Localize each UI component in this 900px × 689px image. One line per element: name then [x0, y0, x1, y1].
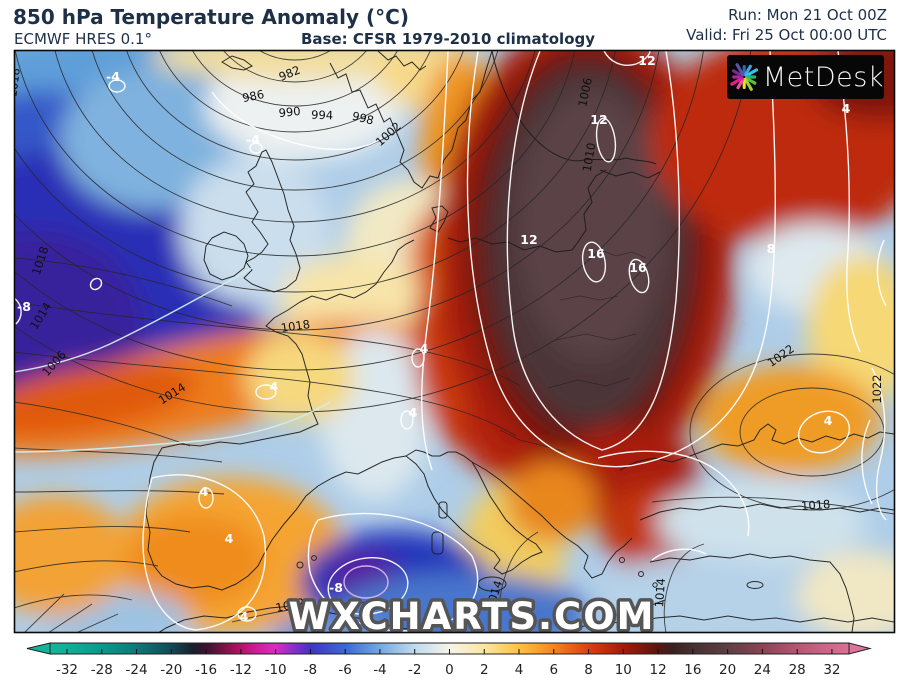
- pinwheel-ray: [743, 77, 753, 91]
- pressure-label: 990: [278, 104, 301, 120]
- anomaly-label: 16: [587, 246, 605, 261]
- colorbar-tick-label: 10: [615, 662, 632, 678]
- run-time-label: Run: Mon 21 Oct 00Z: [728, 6, 887, 24]
- colorbar-ticks: [66, 649, 833, 654]
- colorbar-tick-label: 4: [515, 662, 524, 678]
- colorbar-tick-label: 32: [823, 662, 840, 678]
- pressure-label: 994: [311, 108, 333, 123]
- colorbar-tick-label: -32: [56, 662, 78, 678]
- colorbar-tick-label: 20: [719, 662, 736, 678]
- pressure-label: 1018: [5, 67, 22, 98]
- colorbar-tick-label: -16: [195, 662, 217, 678]
- anomaly-label: 4: [240, 609, 249, 624]
- anomaly-label: 4: [200, 484, 209, 499]
- page-title: 850 hPa Temperature Anomaly (°C): [13, 5, 409, 29]
- colorbar-tick-label: -24: [126, 662, 148, 678]
- colorbar-right-arrow: [848, 642, 872, 655]
- pressure-label: 986: [241, 87, 265, 105]
- valid-time-label: Valid: Fri 25 Oct 00:00 UTC: [686, 26, 887, 44]
- pinwheel-ray: [730, 76, 744, 86]
- anomaly-label: -4: [106, 69, 120, 84]
- pressure-label: 1022: [274, 595, 306, 615]
- anomaly-label: 12: [520, 232, 537, 247]
- colorbar-tick-label: 2: [480, 662, 489, 678]
- pinwheel-ray: [744, 68, 759, 78]
- colorbar-tick-label: 28: [789, 662, 806, 678]
- colorbar-tick-label: -20: [160, 662, 182, 678]
- colorbar-tick-label: 6: [549, 662, 558, 678]
- colorbar-tick-label: 24: [754, 662, 771, 678]
- colorbar: -32 -28 -24 -20 -16 -12 -10 -8 -6 -4 -2 0 2 4 6 8 10 12 16…: [0, 641, 900, 689]
- anomaly-label: 4: [225, 531, 234, 546]
- anomaly-label: 4: [420, 341, 429, 356]
- metdesk-logo-text: MetDesk: [762, 61, 884, 93]
- metdesk-logo: MetDesk: [727, 55, 884, 99]
- pressure-label: 998: [351, 109, 376, 128]
- colorbar-tick-label: -6: [338, 662, 351, 678]
- colorbar-tick-label: -8: [304, 662, 317, 678]
- coastlines: [145, 50, 895, 633]
- anomaly-label: -4: [246, 132, 260, 147]
- anomaly-label: 8: [767, 241, 776, 256]
- climatology-base-label: Base: CFSR 1979-2010 climatology: [301, 30, 596, 48]
- colorbar-tick-label: 16: [684, 662, 701, 678]
- metdesk-pinwheel-icon: [730, 63, 759, 91]
- anomaly-label: -8: [17, 299, 31, 314]
- colorbar-tick-label: -28: [91, 662, 113, 678]
- anomaly-label: -8: [329, 580, 343, 595]
- pinwheel-ray: [736, 77, 745, 90]
- anomaly-labels: -4 -4 -8 -8 4 4 4 4 4 4 4 4 8 12 12 12 16 16: [17, 53, 851, 624]
- anomaly-label: 4: [824, 413, 833, 428]
- pinwheel-ray: [743, 64, 752, 77]
- anomaly-label: 4: [409, 405, 418, 420]
- colorbar-tick-label: -2: [408, 662, 421, 678]
- pressure-label: 1018: [801, 497, 831, 513]
- colorbar-tick-label: 12: [649, 662, 666, 678]
- pressure-label: 1006: [575, 76, 595, 108]
- colorbar-left-arrow: [26, 642, 51, 655]
- anomaly-contours: [14, 50, 887, 632]
- anomaly-label: 12: [590, 112, 607, 127]
- model-label: ECMWF HRES 0.1°: [14, 30, 152, 48]
- colorbar-tick-label: 8: [584, 662, 593, 678]
- colorbar-tick-label: -4: [373, 662, 386, 678]
- anomaly-label: 4: [842, 101, 851, 116]
- pinwheel-ray: [744, 76, 757, 85]
- anomaly-label: 16: [629, 260, 647, 275]
- colorbar-tick-labels: -32 -28 -24 -20 -16 -12 -10 -8 -6 -4 -2 0 2 4 6 8 10 12 16…: [56, 662, 841, 678]
- pressure-label: 1014: [652, 578, 668, 608]
- anomaly-label: 12: [638, 53, 655, 68]
- colorbar-tick-label: -12: [230, 662, 252, 678]
- watermark: WXCHARTS.COM: [289, 595, 656, 638]
- pinwheel-ray: [731, 69, 744, 78]
- pinwheel-ray: [735, 63, 745, 77]
- colorbar-tick-label: -10: [265, 662, 287, 678]
- pressure-label: 1010: [580, 142, 599, 173]
- pressure-label: 1022: [870, 374, 884, 403]
- anomaly-label: 4: [270, 379, 279, 394]
- pressure-label: 1018: [280, 317, 311, 335]
- colorbar-tick-label: 0: [445, 662, 454, 678]
- map-frame: [13, 49, 896, 634]
